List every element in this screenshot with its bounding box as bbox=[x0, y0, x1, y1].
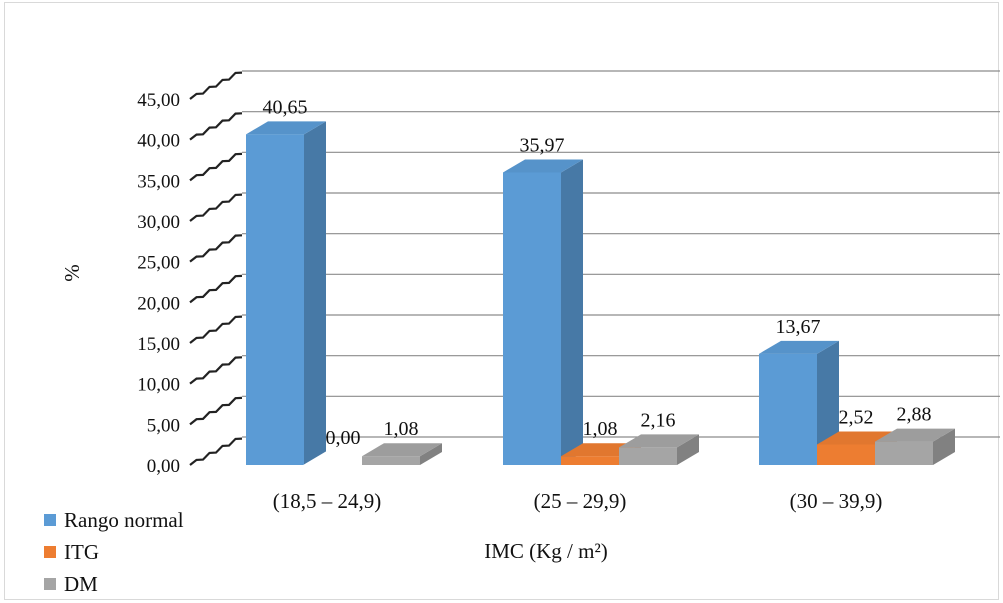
bar bbox=[503, 159, 583, 465]
bar-front-face bbox=[817, 444, 875, 465]
side-wall-tick bbox=[189, 71, 243, 100]
y-tick-label: 5,00 bbox=[147, 415, 180, 436]
data-label: 1,08 bbox=[583, 418, 618, 440]
side-wall-tick bbox=[189, 396, 243, 426]
data-label: 2,52 bbox=[839, 407, 874, 429]
category-label: (18,5 – 24,9) bbox=[273, 489, 382, 513]
y-tick-label: 15,00 bbox=[137, 334, 180, 355]
bar bbox=[246, 121, 326, 465]
data-label: 0,00 bbox=[326, 427, 361, 449]
bar-front-face bbox=[561, 456, 619, 465]
bar bbox=[875, 428, 955, 465]
bar-side-face bbox=[561, 159, 583, 465]
legend-swatch bbox=[44, 578, 56, 590]
bar-side-face bbox=[420, 443, 442, 465]
side-wall-tick bbox=[189, 112, 243, 141]
bar-side-face bbox=[817, 340, 839, 465]
bar-front-face bbox=[875, 441, 933, 465]
side-wall-tick bbox=[189, 193, 243, 222]
bar-front-face bbox=[362, 456, 420, 465]
side-wall-tick bbox=[189, 274, 243, 304]
legend: Rango normal ITG DM bbox=[44, 504, 184, 600]
side-wall-tick bbox=[189, 315, 243, 344]
bar-top-face bbox=[759, 340, 839, 354]
bar bbox=[759, 340, 839, 465]
legend-item-rango-normal: Rango normal bbox=[44, 504, 184, 536]
side-wall-tick bbox=[189, 234, 243, 263]
bar-top-face bbox=[246, 121, 326, 135]
bar-front-face bbox=[619, 447, 677, 465]
legend-swatch bbox=[44, 546, 56, 558]
bar-front-face bbox=[246, 134, 304, 465]
data-label: 40,65 bbox=[263, 96, 308, 118]
data-label: 13,67 bbox=[776, 316, 821, 338]
y-tick-label: 45,00 bbox=[137, 90, 180, 111]
legend-label: DM bbox=[64, 571, 98, 596]
data-label: 1,08 bbox=[384, 418, 419, 440]
bar-front-face bbox=[759, 353, 817, 465]
y-tick-label: 0,00 bbox=[147, 456, 180, 477]
y-axis-title: % bbox=[60, 264, 84, 282]
y-axis: 0,00 5,00 10,00 15,00 20,00 25,00 30,00 35,00 40… bbox=[137, 90, 180, 477]
side-wall-tick bbox=[189, 356, 243, 385]
legend-label: ITG bbox=[64, 539, 99, 564]
x-axis-title: IMC (Kg / m²) bbox=[484, 539, 608, 563]
bar-top-face bbox=[619, 434, 699, 448]
y-tick-label: 40,00 bbox=[137, 131, 180, 152]
bar-top-face bbox=[503, 159, 583, 173]
bars bbox=[246, 121, 955, 466]
side-wall-tick bbox=[189, 437, 243, 466]
y-tick-label: 30,00 bbox=[137, 212, 180, 233]
legend-item-itg: ITG bbox=[44, 536, 184, 568]
data-label: 2,88 bbox=[897, 404, 932, 426]
legend-swatch bbox=[44, 514, 56, 526]
bar-side-face bbox=[677, 434, 699, 465]
bar-front-face bbox=[503, 172, 561, 465]
y-tick-label: 20,00 bbox=[137, 293, 180, 314]
gridlines bbox=[189, 70, 1000, 466]
category-labels: (18,5 – 24,9) (25 – 29,9) (30 – 39,9) bbox=[273, 489, 883, 513]
bar-top-face bbox=[875, 428, 955, 442]
chart-frame bbox=[4, 2, 999, 600]
bar-top-face bbox=[362, 443, 442, 457]
legend-item-dm: DM bbox=[44, 568, 184, 600]
legend-label: Rango normal bbox=[64, 507, 184, 532]
y-tick-label: 25,00 bbox=[137, 253, 180, 274]
category-label: (30 – 39,9) bbox=[790, 489, 883, 513]
bar-side-face bbox=[304, 121, 326, 465]
y-tick-label: 35,00 bbox=[137, 171, 180, 192]
bar-side-face bbox=[933, 428, 955, 465]
data-label: 35,97 bbox=[520, 134, 565, 156]
data-label: 2,16 bbox=[641, 409, 676, 431]
data-labels: 40,65 35,97 13,67 0,00 1,08 2,52 1,08 2,16 2,88 bbox=[263, 96, 932, 449]
y-tick-label: 10,00 bbox=[137, 375, 180, 396]
bar bbox=[619, 434, 699, 465]
category-label: (25 – 29,9) bbox=[534, 489, 627, 513]
side-wall-tick bbox=[189, 152, 243, 182]
bar bbox=[362, 443, 442, 465]
